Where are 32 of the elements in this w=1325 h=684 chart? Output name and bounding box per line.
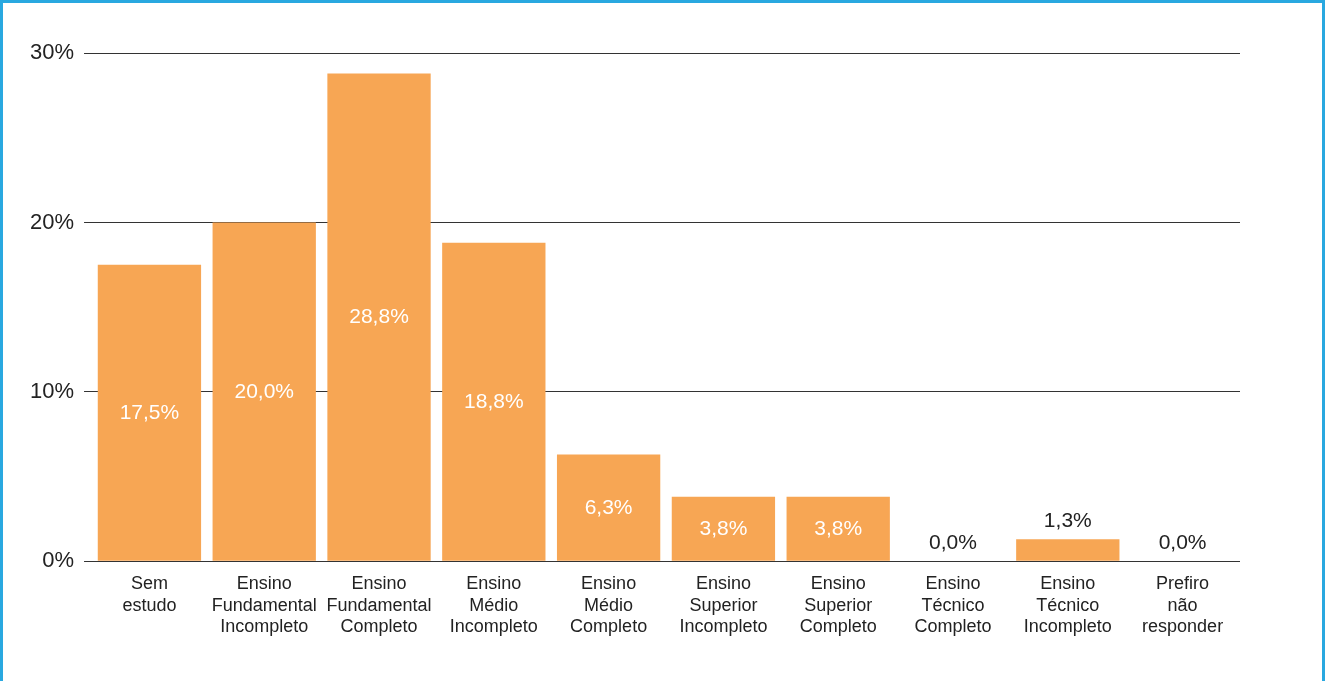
x-tick-label: Ensino Superior Incompleto xyxy=(679,572,768,637)
x-tick-label: Ensino Fundamental Incompleto xyxy=(211,572,317,637)
x-tick-label: Ensino Técnico Incompleto xyxy=(1023,572,1112,637)
data-label: 0,0% xyxy=(929,530,977,553)
y-tick-label: 20% xyxy=(29,208,75,234)
bar xyxy=(442,242,546,561)
bar xyxy=(786,496,890,561)
data-label: 1,3% xyxy=(1043,507,1092,531)
x-tick-label: Ensino Fundamental Completo xyxy=(326,572,432,637)
bar xyxy=(556,454,661,561)
bar xyxy=(671,496,776,561)
x-tick-label: Prefiro não responder xyxy=(1142,572,1224,637)
data-label: 18,8% xyxy=(464,388,524,412)
x-tick-label: Ensino Técnico Completo xyxy=(914,572,992,637)
x-tick-label: Ensino Médio Incompleto xyxy=(449,572,538,637)
data-label: 20,0% xyxy=(234,378,294,402)
bar xyxy=(327,73,431,561)
data-label: 6,3% xyxy=(584,494,633,518)
data-label: 3,8% xyxy=(814,515,863,539)
bar xyxy=(212,222,316,561)
y-tick-label: 10% xyxy=(29,377,75,403)
data-label: 0,0% xyxy=(1158,530,1207,553)
data-label: 3,8% xyxy=(699,515,748,539)
y-tick-label: 30% xyxy=(29,39,75,65)
x-tick-label: Sem estudo xyxy=(122,572,177,615)
bar xyxy=(1016,539,1120,561)
bar xyxy=(97,264,202,561)
data-label: 28,8% xyxy=(349,304,409,328)
x-tick-label: Ensino Médio Completo xyxy=(570,572,648,637)
x-tick-label: Ensino Superior Completo xyxy=(799,572,877,637)
y-tick-label: 0% xyxy=(42,547,75,573)
data-label: 17,5% xyxy=(119,399,180,423)
